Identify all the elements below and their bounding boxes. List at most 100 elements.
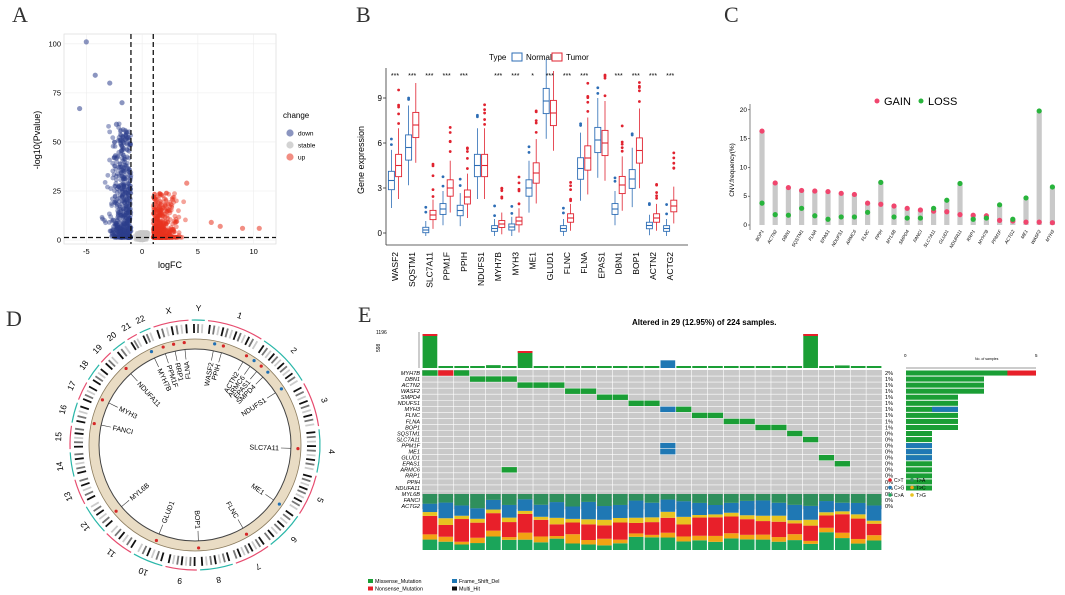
volcano-point-down: [125, 187, 131, 192]
titv-segment: [676, 494, 692, 502]
volcano-point-up: [154, 216, 160, 222]
volcano-point-down: [121, 182, 127, 188]
volcano-point-up: [167, 233, 173, 238]
circos-band: [301, 409, 312, 414]
volcano-point-down: [110, 160, 116, 166]
volcano-point-down: [123, 193, 129, 199]
volcano-point-down: [123, 129, 129, 135]
volcano-point-down: [128, 142, 133, 148]
titv-segment: [501, 539, 517, 550]
volcano-point-up: [157, 234, 163, 240]
cnv-legend-loss: LOSS: [928, 96, 957, 108]
titv-segment: [612, 539, 628, 544]
circos-band: [145, 333, 152, 343]
volcano-point-down: [113, 231, 119, 237]
oncoplot-gene-label: ME1: [408, 450, 420, 456]
volcano-point-up: [154, 197, 159, 203]
volcano-point-down: [120, 222, 126, 228]
volcano-point-up: [156, 234, 162, 240]
volcano-point-down: [114, 186, 120, 191]
circos-point: [221, 344, 225, 348]
volcano-point-down: [110, 227, 116, 233]
boxplot-outlier-tumor: [534, 109, 538, 113]
volcano-point-down: [118, 148, 124, 154]
volcano-point-up: [162, 231, 168, 236]
volcano-point-down: [121, 221, 127, 227]
circos-band: [298, 485, 308, 491]
oncoplot-mutation-cell: [802, 436, 819, 443]
circos-band: [141, 545, 148, 555]
volcano-point-down: [121, 183, 127, 189]
circos-point: [171, 342, 176, 346]
volcano-point-down: [124, 197, 129, 203]
tmb-bar: [628, 366, 644, 368]
volcano-point-down: [119, 227, 124, 233]
volcano-point-down: [124, 232, 130, 238]
volcano-point-up: [158, 218, 164, 224]
titv-segment: [438, 494, 454, 503]
titv-segment: [517, 499, 533, 511]
volcano-point-up: [171, 228, 177, 234]
cnv-loss-dot: [759, 200, 765, 206]
volcano-point-up: [171, 218, 177, 224]
volcano-point-up: [166, 229, 172, 235]
volcano-point-down: [122, 169, 128, 174]
oncoplot-gene-label: MYH3: [404, 407, 420, 413]
boxplot-significance: ***: [546, 73, 554, 80]
volcano-point-up: [162, 215, 168, 220]
volcano-point-up: [153, 222, 159, 228]
volcano-point-down: [122, 199, 128, 205]
boxplot-outlier-tumor: [517, 187, 521, 191]
titv-segment: [422, 534, 438, 540]
boxplot-outlier-normal: [527, 145, 531, 149]
volcano-point-down: [119, 229, 125, 235]
volcano-point-down: [117, 206, 122, 212]
oncoplot-gene-label: WASF2: [401, 389, 421, 395]
volcano-point-up: [158, 209, 164, 215]
volcano-point-up: [158, 233, 164, 238]
circos-band: [150, 549, 156, 559]
cnv-bar: [851, 194, 857, 225]
boxplot-outlier-tumor: [586, 109, 590, 113]
titv-segment: [803, 519, 818, 526]
circos-chr-arc: [316, 429, 321, 473]
legend-normal-key: [511, 52, 523, 62]
volcano-point-up: [157, 207, 162, 213]
circos-chr-arc: [208, 320, 262, 340]
oncoplot-mutation-cell: [771, 424, 787, 431]
cnv-gain-dot: [812, 188, 818, 194]
volcano-point-down: [123, 229, 128, 234]
circos-band: [306, 453, 316, 457]
volcano-point-up: [154, 214, 160, 220]
oncoplot-mutation-cell: [676, 406, 692, 413]
volcano-point-down: [120, 166, 126, 172]
volcano-point-down: [114, 218, 120, 224]
circos-gene-tick: [165, 353, 169, 364]
boxplot-outlier-tumor: [569, 184, 572, 188]
titv-segment: [438, 541, 454, 550]
titv-segment: [692, 540, 707, 550]
volcano-point-down: [123, 203, 129, 208]
tmb-bar: [787, 366, 803, 368]
volcano-point-up: [152, 232, 158, 238]
circos-band: [146, 547, 152, 557]
titv-segment: [581, 524, 596, 541]
circos-band: [212, 325, 216, 335]
volcano-point-down: [108, 186, 114, 191]
volcano-point-up: [163, 218, 168, 224]
circos-band: [217, 554, 222, 564]
oncoplot-gene-label: MYL6B: [402, 492, 421, 498]
volcano-point-up: [157, 234, 162, 240]
volcano-point-up: [151, 230, 157, 236]
volcano-point-up: [160, 205, 165, 211]
volcano-point-down: [118, 219, 124, 225]
volcano-point-down: [121, 219, 127, 225]
circos-band: [232, 331, 238, 341]
circos-band: [301, 477, 311, 483]
panel-label-d: D: [6, 306, 22, 331]
titv-segment: [422, 515, 438, 535]
titv-segment: [723, 502, 739, 513]
tmb-bar: [438, 366, 454, 368]
circos-band: [207, 324, 211, 334]
volcano-point-down: [110, 143, 116, 149]
